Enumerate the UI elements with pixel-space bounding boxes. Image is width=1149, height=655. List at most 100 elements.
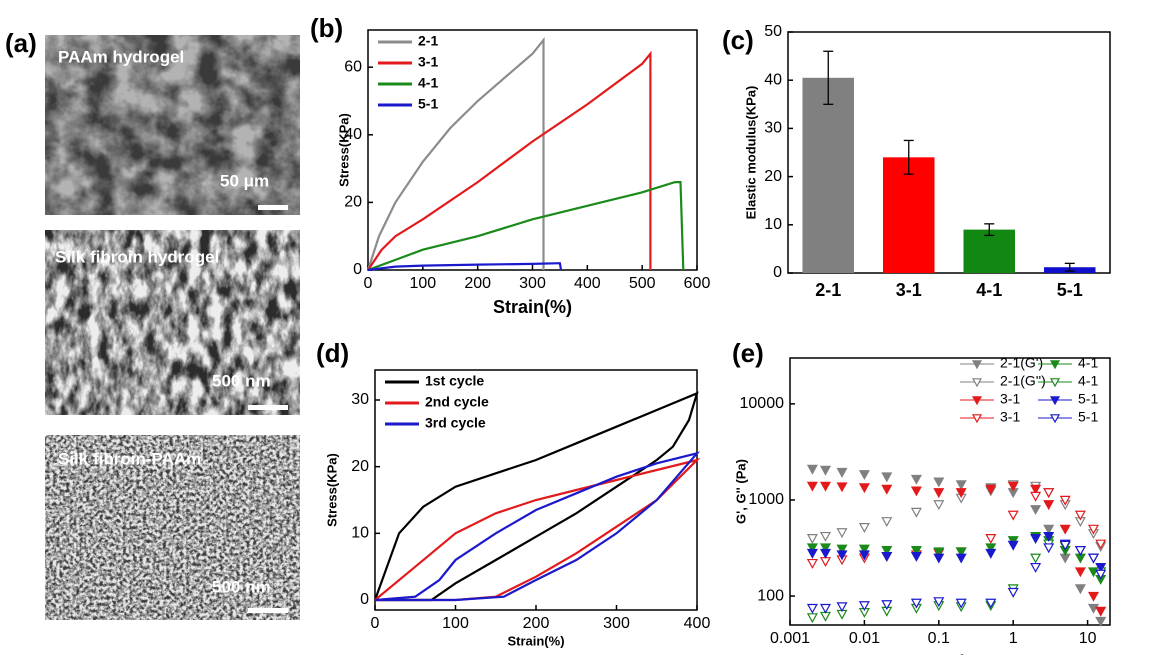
image-title: Silk fibroin-PAAm bbox=[58, 449, 201, 468]
data-point bbox=[860, 484, 869, 492]
x-tick-label: 2-1 bbox=[815, 280, 841, 300]
y-tick-label: 20 bbox=[351, 458, 369, 475]
legend-label: 2-1(G'') bbox=[1000, 373, 1046, 389]
y-tick-label: 1000 bbox=[748, 491, 784, 508]
data-point bbox=[808, 560, 817, 568]
y-tick-label: 0 bbox=[353, 261, 362, 278]
y-tick-label: 50 bbox=[764, 23, 782, 40]
x-tick-label: 0.001 bbox=[770, 630, 810, 647]
data-point bbox=[838, 483, 847, 491]
y-tick-label: 30 bbox=[351, 391, 369, 408]
y-tick-label: 30 bbox=[764, 120, 782, 137]
legend-label: 3-1 bbox=[418, 54, 438, 70]
data-point bbox=[821, 549, 830, 557]
x-tick-label: 0 bbox=[371, 615, 380, 632]
data-point bbox=[1061, 525, 1070, 533]
data-point bbox=[1009, 541, 1018, 549]
x-tick-label: 300 bbox=[519, 275, 546, 292]
x-tick-label: 100 bbox=[409, 275, 436, 292]
legend-label: 3-1 bbox=[1000, 409, 1020, 425]
data-point bbox=[821, 466, 830, 474]
data-point bbox=[1044, 544, 1053, 552]
y-tick-label: 10 bbox=[764, 216, 782, 233]
scale-label: 50 μm bbox=[220, 171, 269, 190]
x-tick-label: 5-1 bbox=[1057, 280, 1083, 300]
plot-frame bbox=[375, 370, 697, 610]
data-point bbox=[882, 518, 891, 526]
x-tick-label: 400 bbox=[684, 615, 711, 632]
y-tick-label: 10 bbox=[351, 525, 369, 542]
y-tick-label: 40 bbox=[764, 71, 782, 88]
data-point bbox=[808, 482, 817, 490]
sem-image: PAAm hydrogel 50 μm bbox=[45, 35, 300, 215]
data-point bbox=[986, 535, 995, 543]
data-point bbox=[957, 481, 966, 489]
data-point bbox=[1009, 588, 1018, 596]
data-point bbox=[1089, 554, 1098, 562]
y-tick-label: 20 bbox=[344, 194, 362, 211]
data-point bbox=[808, 549, 817, 557]
legend-label: 5-1 bbox=[418, 96, 438, 112]
data-point bbox=[808, 604, 817, 612]
data-point bbox=[838, 529, 847, 537]
legend-label: 5-1 bbox=[1078, 391, 1098, 407]
data-point bbox=[821, 604, 830, 612]
scale-label: 500 nm bbox=[212, 371, 271, 390]
legend-label: 3-1 bbox=[1000, 391, 1020, 407]
sem-image: Silk fibroin hydrogel 500 nm bbox=[45, 230, 300, 415]
x-tick-label: 4-1 bbox=[976, 280, 1002, 300]
legend-label: 4-1 bbox=[418, 75, 438, 91]
data-point bbox=[1089, 592, 1098, 600]
data-point bbox=[912, 553, 921, 561]
legend-label: 3rd cycle bbox=[425, 415, 486, 431]
data-point bbox=[934, 489, 943, 497]
panel-label: (e) bbox=[732, 338, 764, 368]
panel-label: (c) bbox=[722, 25, 754, 55]
y-axis-label: Elastic modulus(KPa) bbox=[743, 86, 758, 220]
x-tick-label: 300 bbox=[603, 615, 630, 632]
data-point bbox=[912, 508, 921, 516]
figure: (a) PAAm hydrogel 50 μm Silk fibroin hyd… bbox=[0, 0, 1149, 655]
y-tick-label: 100 bbox=[757, 587, 784, 604]
scale-label: 500 nm bbox=[212, 577, 271, 596]
data-point bbox=[1076, 547, 1085, 555]
data-point bbox=[1009, 511, 1018, 519]
image-title: Silk fibroin hydrogel bbox=[55, 247, 219, 266]
x-tick-label: 500 bbox=[629, 275, 656, 292]
legend-label: 4-1 bbox=[1078, 355, 1098, 371]
data-point bbox=[882, 485, 891, 493]
x-tick-label: 0.01 bbox=[849, 630, 880, 647]
data-point bbox=[1044, 489, 1053, 497]
data-point bbox=[882, 473, 891, 481]
data-point bbox=[860, 524, 869, 532]
y-tick-label: 10000 bbox=[740, 395, 785, 412]
data-point bbox=[957, 554, 966, 562]
series-line bbox=[375, 453, 697, 600]
data-point bbox=[1031, 535, 1040, 543]
panel-label: (b) bbox=[310, 13, 343, 43]
data-point bbox=[860, 471, 869, 479]
legend-label: 2nd cycle bbox=[425, 394, 489, 410]
data-point bbox=[934, 554, 943, 562]
y-axis-label: G', G'' (Pa) bbox=[733, 459, 748, 524]
series-line bbox=[375, 393, 697, 600]
data-point bbox=[934, 478, 943, 486]
data-point bbox=[882, 553, 891, 561]
y-axis-label: Stress(KPa) bbox=[324, 453, 339, 527]
x-tick-label: 100 bbox=[442, 615, 469, 632]
legend-label: 1st cycle bbox=[425, 373, 484, 389]
data-point bbox=[1096, 607, 1105, 615]
bar bbox=[963, 230, 1015, 273]
data-point bbox=[838, 603, 847, 611]
x-tick-label: 600 bbox=[684, 275, 711, 292]
x-tick-label: 0 bbox=[364, 275, 373, 292]
series-line bbox=[368, 182, 683, 270]
data-point bbox=[1031, 554, 1040, 562]
data-point bbox=[1076, 585, 1085, 593]
x-tick-label: 1 bbox=[1009, 630, 1018, 647]
data-point bbox=[808, 614, 817, 622]
y-tick-label: 60 bbox=[344, 58, 362, 75]
data-point bbox=[821, 533, 830, 541]
x-tick-label: 10 bbox=[1079, 630, 1097, 647]
panel-label: (a) bbox=[5, 28, 37, 58]
